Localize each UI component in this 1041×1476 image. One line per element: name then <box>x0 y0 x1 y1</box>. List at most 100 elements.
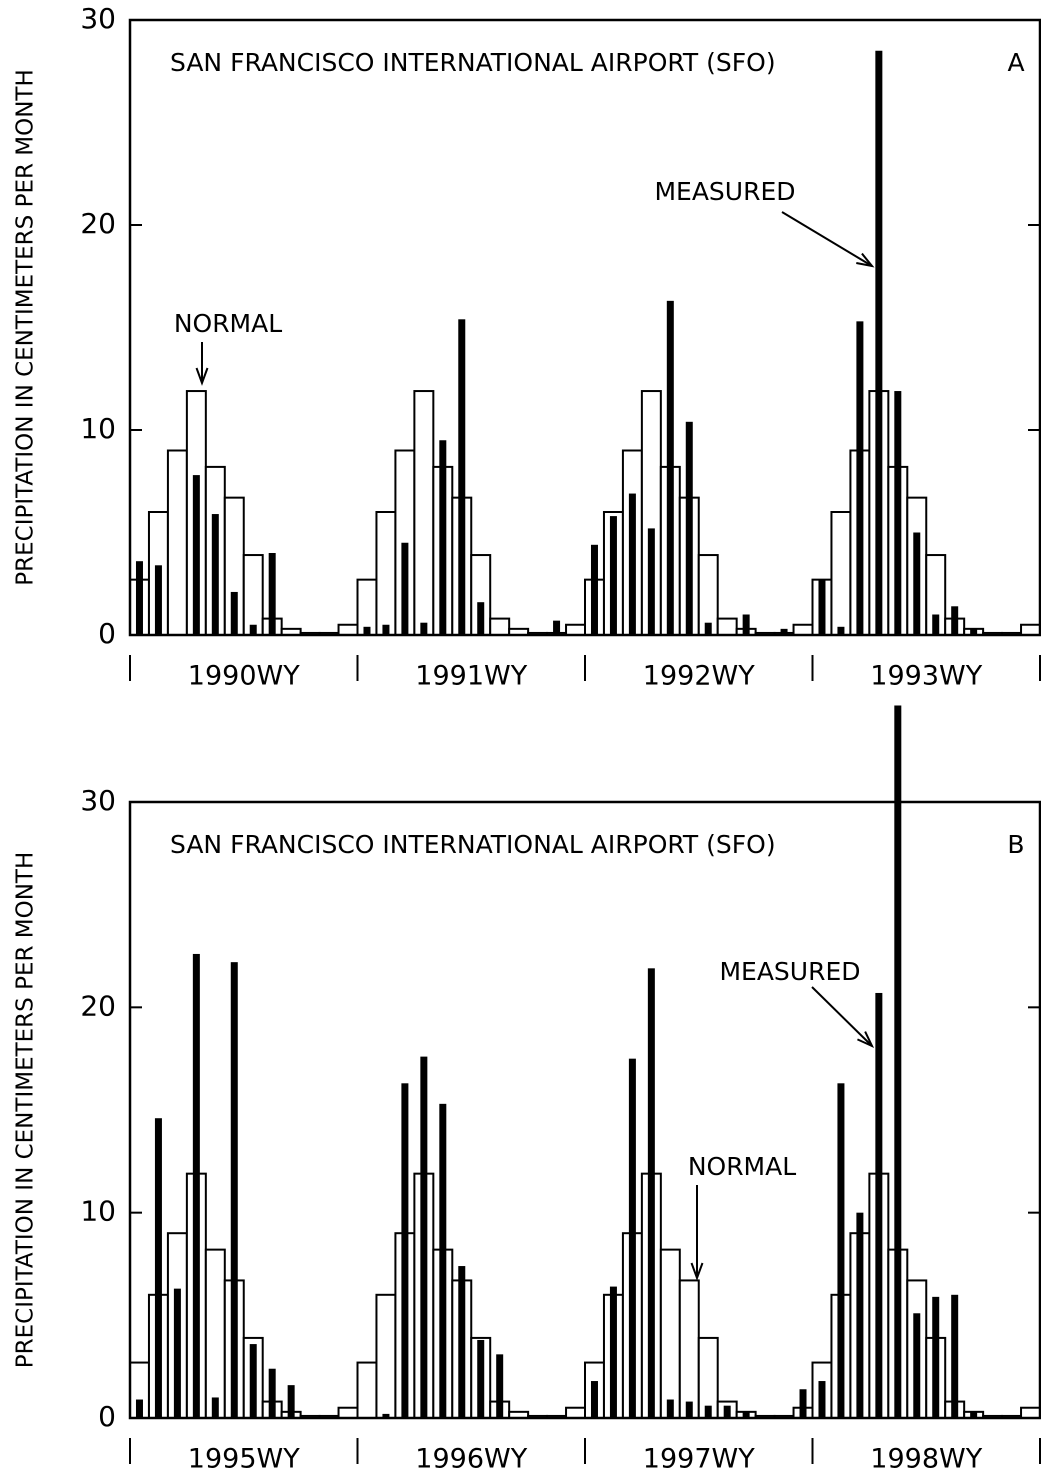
plot-frame <box>128 18 1041 637</box>
measured-bar <box>837 1083 845 1418</box>
arrow-head <box>195 367 209 386</box>
annotation-arrow <box>811 986 873 1047</box>
normal-bar <box>356 578 378 637</box>
normal-bar <box>166 449 188 636</box>
measured-bar <box>192 475 200 635</box>
measured-bar <box>287 1385 295 1418</box>
measured-bar <box>553 620 561 635</box>
measured-bar <box>211 1397 219 1418</box>
measured-bar <box>590 1381 598 1418</box>
measured-bar <box>496 1354 504 1418</box>
measured-bar <box>477 602 485 635</box>
normal-bar <box>489 617 511 636</box>
measured-bar <box>932 1296 940 1418</box>
measured-bar <box>477 1339 485 1418</box>
measured-bar <box>458 319 466 635</box>
measured-bar <box>609 516 617 635</box>
y-tick-label: 30 <box>80 2 116 35</box>
chart-title: SAN FRANCISCO INTERNATIONAL AIRPORT (SFO… <box>170 830 776 859</box>
normal-bar <box>1020 623 1041 636</box>
measured-bar <box>420 1056 428 1418</box>
year-label: 1991WY <box>415 661 527 692</box>
measured-bar <box>609 1286 617 1418</box>
measured-bar <box>685 1401 693 1418</box>
measured-bar <box>723 1405 731 1418</box>
measured-bar <box>913 532 921 635</box>
year-label: 1996WY <box>415 1444 527 1475</box>
y-tick-label: 10 <box>80 412 116 445</box>
measured-bar <box>249 1344 257 1418</box>
measured-bar <box>382 1413 390 1418</box>
measured-bar <box>837 626 845 635</box>
year-label: 1992WY <box>643 661 755 692</box>
annotation: MEASURED <box>654 177 795 206</box>
year-label: 1990WY <box>188 661 300 692</box>
arrow-head <box>856 252 875 268</box>
normal-bar <box>565 623 587 636</box>
normal-bar <box>1020 1406 1041 1419</box>
measured-bar <box>647 528 655 635</box>
y-axis-label: PRECIPITATION IN CENTIMETERS PER MONTH <box>13 852 39 1369</box>
measured-bar <box>913 1313 921 1418</box>
measured-bar <box>590 544 598 635</box>
y-tick-label: 0 <box>98 617 116 650</box>
plot-frame <box>128 800 1041 1420</box>
measured-bar <box>894 391 902 635</box>
measured-bar <box>211 514 219 635</box>
year-label: 1993WY <box>870 661 982 692</box>
normal-bar <box>356 1361 378 1420</box>
chart-title: SAN FRANCISCO INTERNATIONAL AIRPORT (SFO… <box>170 48 776 77</box>
normal-bar <box>375 511 397 636</box>
normal-bar <box>678 1279 700 1419</box>
measured-bar <box>856 321 864 635</box>
measured-bar <box>401 1083 409 1418</box>
measured-bar <box>875 992 883 1418</box>
measured-bar <box>363 626 371 635</box>
measured-bar <box>970 628 978 635</box>
normal-bar <box>375 1293 397 1420</box>
measured-bar <box>894 705 902 1418</box>
annotation: NORMAL <box>174 309 282 338</box>
measured-bar <box>135 561 143 635</box>
measured-bar <box>192 953 200 1418</box>
measured-bar <box>818 1381 826 1418</box>
measured-bar <box>742 614 750 635</box>
normal-bar <box>565 1406 587 1419</box>
normal-bar <box>413 390 435 636</box>
measured-bar <box>799 1389 807 1418</box>
normal-bar <box>337 1406 359 1419</box>
measured-bar <box>439 440 447 635</box>
year-label: 1998WY <box>870 1444 982 1475</box>
normal-bar <box>242 554 264 636</box>
measured-bar <box>154 565 162 635</box>
annotation-arrow <box>781 211 873 267</box>
measured-bar <box>420 622 428 635</box>
measured-bar <box>382 624 390 635</box>
annotation: MEASURED <box>719 957 860 986</box>
y-tick-label: 30 <box>80 784 116 817</box>
measured-bar <box>268 1368 276 1418</box>
measured-bar <box>685 421 693 635</box>
measured-bar <box>818 579 826 635</box>
measured-bar <box>154 1118 162 1418</box>
y-tick-label: 0 <box>98 1400 116 1433</box>
normal-bar <box>659 1248 681 1420</box>
measured-bar <box>951 1294 959 1418</box>
measured-bar <box>666 300 674 635</box>
y-tick-label: 20 <box>80 207 116 240</box>
measured-bar <box>742 1411 750 1418</box>
measured-bar <box>704 1405 712 1418</box>
year-label: 1997WY <box>643 1444 755 1475</box>
measured-bar <box>249 624 257 635</box>
panel-letter: B <box>1007 830 1024 859</box>
normal-bar <box>792 623 814 636</box>
normal-bar <box>204 1248 226 1420</box>
panel-letter: A <box>1007 48 1024 77</box>
measured-bar <box>458 1266 466 1418</box>
normal-bar <box>716 617 738 636</box>
measured-bar <box>647 968 655 1418</box>
measured-bar <box>401 542 409 635</box>
measured-bar <box>875 50 883 635</box>
measured-bar <box>439 1103 447 1418</box>
